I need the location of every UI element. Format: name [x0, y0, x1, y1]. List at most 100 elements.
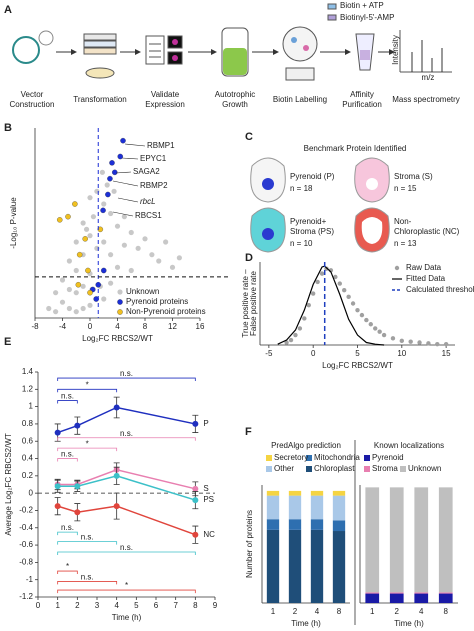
point: [85, 267, 91, 274]
marker: [192, 531, 199, 538]
legend-swatch: [394, 265, 400, 271]
bar-segment: [414, 593, 429, 603]
legend-label: Stroma: [372, 464, 398, 473]
x-tick-label: 5: [134, 601, 139, 610]
panel-title: PredAlgo prediction: [271, 441, 341, 450]
group-label: Stroma (S): [394, 172, 433, 181]
bar-segment: [266, 529, 280, 603]
point: [342, 288, 347, 293]
significance-label: *: [86, 439, 89, 448]
point: [93, 296, 99, 302]
significance-label: *: [86, 380, 89, 389]
bar-segment: [438, 487, 453, 593]
step-label: Expression: [145, 100, 185, 109]
point: [99, 169, 105, 175]
x-tick-label: 4: [114, 601, 119, 610]
point: [364, 317, 369, 323]
series-label: PS: [203, 495, 214, 504]
point: [368, 322, 373, 327]
point: [87, 302, 93, 308]
significance-label: n.s.: [61, 523, 74, 532]
step-label: Autotrophic: [215, 90, 255, 99]
bar-segment: [310, 495, 324, 520]
legend-label: Raw Data: [406, 263, 442, 272]
y-axis-label: True positive rate –: [241, 269, 250, 338]
series-line: [57, 406, 196, 434]
point: [65, 213, 71, 220]
legend-label: Non-Pyrenoid proteins: [126, 307, 206, 316]
legend-swatch: [117, 289, 123, 295]
series-label: P: [203, 419, 208, 428]
x-tick-label: 0: [311, 349, 316, 358]
group-count: n = 18: [290, 184, 313, 193]
y-tick-label: 0.6: [22, 436, 34, 445]
leader-line: [112, 211, 134, 217]
point: [73, 290, 79, 296]
point: [76, 251, 83, 258]
significance-bracket: [57, 458, 78, 462]
annotation: RBMP2: [140, 181, 168, 190]
legend-label: Fitted Data: [406, 274, 446, 283]
x-tick-label: 10: [397, 349, 406, 358]
panel-label: C: [245, 131, 253, 143]
bar-segment: [332, 520, 346, 532]
point: [80, 220, 86, 226]
series-label: NC: [203, 530, 215, 539]
marker: [192, 497, 199, 504]
point: [302, 316, 307, 321]
step-label: Biotin Labelling: [273, 95, 327, 104]
bar-segment: [365, 487, 380, 593]
x-tick-label: 2: [293, 607, 298, 616]
point: [128, 229, 134, 236]
x-tick-label: -4: [59, 322, 67, 331]
x-tick-label: -5: [265, 349, 273, 358]
leader-line: [112, 180, 139, 187]
significance-label: n.s.: [81, 533, 94, 542]
group-label: Pyrenoid+: [290, 217, 327, 226]
point: [73, 239, 79, 245]
annotation: RBCS1: [135, 211, 162, 220]
bar-segment: [438, 593, 453, 603]
x-tick-label: 9: [213, 601, 218, 610]
legend-label: Mitochondria: [314, 453, 360, 462]
point: [80, 305, 86, 312]
legend-swatch: [400, 466, 406, 472]
marker: [54, 483, 61, 490]
bar-segment: [332, 531, 346, 603]
y-axis-label: Average Log₂FC RBCS2/WT: [4, 433, 13, 536]
x-tick-label: 16: [196, 322, 205, 331]
series-line: [57, 505, 196, 536]
leader-line: [115, 171, 132, 174]
point: [107, 175, 113, 182]
step-label: Affinity: [350, 90, 374, 99]
x-tick-label: 7: [173, 601, 178, 610]
bar-segment: [288, 490, 302, 496]
point: [108, 280, 114, 286]
y-tick-label: 1.2: [22, 384, 34, 393]
legend-label: Chloroplast: [314, 464, 355, 473]
group-count: n = 10: [290, 239, 313, 248]
point: [176, 255, 182, 261]
x-tick-label: 5: [355, 349, 360, 358]
significance-bracket: [57, 388, 118, 393]
significance-label: n.s.: [61, 392, 74, 401]
workflow-icons: [12, 3, 452, 81]
panel-label: B: [4, 122, 12, 134]
spectrum-axis-label: m/z: [422, 73, 435, 82]
legend-swatch: [117, 299, 123, 305]
point: [284, 340, 289, 345]
point: [297, 326, 303, 331]
bar-segment: [414, 592, 429, 594]
legend-swatch: [117, 309, 123, 315]
bar-segment: [310, 519, 324, 530]
significance-label: *: [125, 581, 128, 590]
group-label: Pyrenoid (P): [290, 172, 335, 181]
bar-segment: [266, 495, 280, 520]
legend-label: Pyrenoid proteins: [126, 297, 188, 306]
point: [104, 182, 110, 188]
significance-bracket: [57, 551, 196, 555]
y-tick-label: 1: [29, 402, 34, 411]
significance-bracket: [57, 437, 196, 441]
legend-swatch: [266, 455, 272, 461]
significance-label: n.s.: [120, 429, 133, 438]
